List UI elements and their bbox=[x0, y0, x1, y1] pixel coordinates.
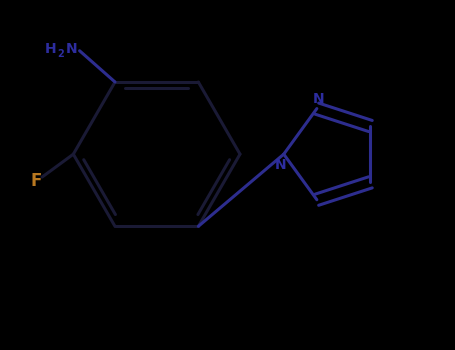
Text: N: N bbox=[66, 42, 77, 56]
Text: N: N bbox=[275, 158, 286, 172]
Text: F: F bbox=[30, 172, 41, 190]
Text: N: N bbox=[313, 92, 325, 106]
Text: H: H bbox=[45, 42, 57, 56]
Text: 2: 2 bbox=[57, 49, 64, 60]
